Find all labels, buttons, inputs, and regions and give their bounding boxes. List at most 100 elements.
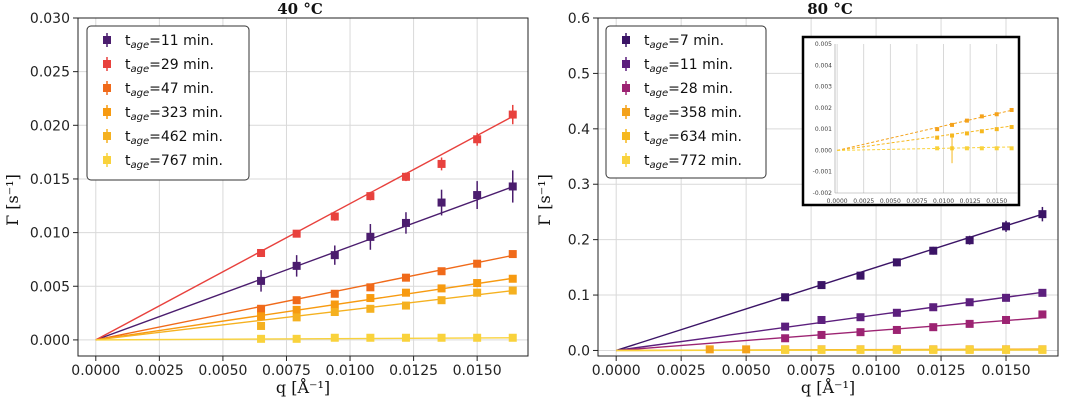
legend-box [605, 25, 767, 179]
data-point [929, 303, 938, 312]
data-point [292, 334, 301, 343]
legend-marker [103, 156, 111, 164]
inset-y-tick-label: 0.000 [815, 147, 832, 154]
data-point [292, 313, 301, 322]
fit-line [616, 317, 1043, 352]
inset-y-tick-label: 0.003 [815, 84, 832, 91]
y-tick-label: 0.4 [568, 122, 590, 138]
legend-marker [622, 132, 630, 140]
data-point [257, 321, 266, 330]
legend-entry: tage=767 min. [125, 153, 223, 171]
data-point [257, 248, 266, 257]
legend-marker [103, 108, 111, 116]
inset-data-point [979, 114, 984, 119]
data-point [366, 283, 375, 292]
y-tick-label: 0.020 [30, 118, 70, 134]
data-point [366, 294, 375, 303]
data-point [473, 288, 482, 297]
data-point [1038, 310, 1047, 319]
data-point [473, 135, 482, 144]
data-point [366, 232, 375, 241]
fit-line [615, 213, 1043, 352]
data-point [856, 345, 865, 354]
legend-entry: tage=634 min. [644, 129, 742, 147]
x-tick-label: 0.0150 [453, 363, 502, 379]
data-point [437, 284, 446, 293]
inset-data-point [994, 112, 999, 117]
data-point [366, 333, 375, 342]
legend-marker [622, 156, 630, 164]
data-point [330, 308, 339, 317]
data-point [1038, 288, 1047, 297]
data-point [856, 271, 865, 280]
inset-data-point [935, 146, 940, 151]
x-tick-label: 0.0050 [722, 363, 771, 379]
x-tick-label: 0.0025 [135, 363, 184, 379]
data-point [965, 236, 974, 245]
data-point [473, 279, 482, 288]
data-point [330, 212, 339, 221]
fit-line [616, 291, 1043, 352]
data-point [401, 218, 410, 227]
data-point [929, 323, 938, 332]
data-point [366, 192, 375, 201]
inset-data-point [964, 118, 969, 123]
legend-box [86, 25, 250, 181]
chart-80c: 80 °C q [Å⁻¹] Γ [s⁻¹] 0.0000 0.0025 0.0050… [535, 0, 1059, 397]
data-point [781, 345, 790, 354]
fit-line [95, 277, 513, 341]
data-point [437, 159, 446, 168]
x-tick-label: 0.0000 [71, 363, 120, 379]
data-point [1038, 345, 1047, 354]
inset-data-point [979, 129, 984, 134]
inset-x-tick-label: 0.0050 [880, 198, 901, 205]
inset-x-tick-label: 0.0075 [906, 198, 927, 205]
legend-marker [622, 36, 630, 44]
data-point [508, 333, 517, 342]
inset-y-tick-label: -0.001 [813, 169, 833, 176]
inset-data-point [994, 127, 999, 132]
data-point [366, 304, 375, 313]
data-point [781, 334, 790, 343]
legend-entry: tage=462 min. [125, 129, 223, 147]
inset-data-point [964, 131, 969, 136]
data-point [892, 258, 901, 267]
data-point [892, 308, 901, 317]
data-point [508, 182, 517, 191]
x-tick-label: 0.0100 [326, 363, 375, 379]
data-point [330, 289, 339, 298]
data-point [401, 172, 410, 181]
inset-x-tick-label: 0.0150 [986, 198, 1007, 205]
inset-y-tick-label: -0.002 [813, 190, 833, 197]
legend-marker [622, 84, 630, 92]
inset-data-point [964, 146, 969, 151]
x-tick-label: 0.0125 [917, 363, 966, 379]
data-point [257, 276, 266, 285]
data-point [742, 345, 751, 354]
y-tick-label: 0.000 [30, 333, 70, 349]
x-axis-label: q [Å⁻¹] [801, 377, 855, 397]
inset-y-tick-label: 0.004 [815, 62, 832, 69]
data-point [401, 288, 410, 297]
legend-entry: tage=28 min. [644, 81, 733, 99]
legend-entry: tage=11 min. [125, 33, 214, 51]
data-point [508, 274, 517, 283]
plot-frame [597, 17, 1059, 357]
legend-marker [103, 84, 111, 92]
data-point [856, 313, 865, 322]
data-point [292, 229, 301, 238]
legend-marker [103, 36, 111, 44]
legend-entry: tage=772 min. [644, 153, 742, 171]
data-point [705, 345, 714, 354]
data-point [965, 319, 974, 328]
x-tick-label: 0.0075 [787, 363, 836, 379]
data-point [856, 328, 865, 337]
data-point [473, 259, 482, 268]
y-tick-label: 0.1 [568, 288, 590, 304]
legend-marker [103, 60, 111, 68]
fit-line [95, 186, 513, 341]
legend-entry: tage=7 min. [644, 33, 724, 51]
inset-data-point [1009, 125, 1014, 130]
y-tick-label: 0.030 [30, 11, 70, 27]
